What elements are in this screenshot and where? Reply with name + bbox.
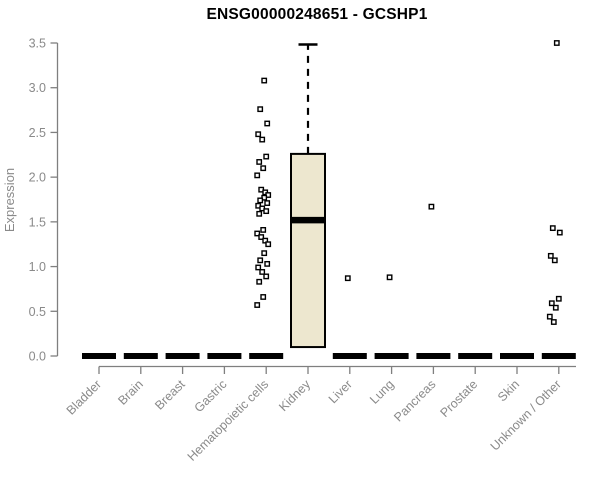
y-tick-label: 2.0 [29, 171, 46, 185]
box-kidney [290, 152, 326, 349]
axes [50, 42, 576, 374]
outlier-point-hematopoietic-cells [265, 241, 272, 248]
x-tick-label-liver: Liver [326, 377, 355, 406]
outlier-point-unknown-other [555, 295, 562, 302]
outlier-point-hematopoietic-cells [256, 210, 263, 217]
outlier-point-hematopoietic-cells [261, 250, 268, 257]
outlier-point-hematopoietic-cells [263, 208, 270, 215]
zero-median-bar-unknown-other [541, 353, 576, 359]
outlier-point-hematopoietic-cells [262, 237, 269, 244]
outlier-point-pancreas [428, 203, 435, 210]
outlier-point-unknown-other [556, 229, 563, 236]
outlier-point-hematopoietic-cells [254, 302, 261, 308]
zero-median-bar-lung [374, 353, 409, 359]
zero-median-bar-bladder [82, 353, 116, 359]
outlier-point-hematopoietic-cells [263, 153, 270, 160]
outlier-point-unknown-other [548, 300, 555, 307]
outlier-point-hematopoietic-cells [260, 165, 267, 172]
y-tick-label: 2.5 [29, 126, 46, 140]
outlier-point-lung [386, 274, 393, 281]
outlier-point-hematopoietic-cells [254, 172, 261, 179]
x-tick-label-breast: Breast [152, 377, 188, 413]
y-tick-labels: 0.0 0.5 1.0 1.5 2.0 2.5 3.0 3.5 [29, 37, 46, 364]
outlier-point-hematopoietic-cells [264, 120, 271, 127]
outlier-point-hematopoietic-cells [260, 227, 267, 233]
outlier-point-hematopoietic-cells [255, 264, 262, 271]
x-tick-label-kidney: Kidney [276, 377, 313, 414]
outlier-point-hematopoietic-cells [257, 106, 264, 113]
outlier-point-hematopoietic-cells [258, 234, 265, 240]
outlier-points [254, 40, 563, 325]
zero-median-bar-hematopoietic-cells [249, 353, 284, 359]
outlier-point-hematopoietic-cells [260, 294, 267, 300]
outlier-point-hematopoietic-cells [263, 273, 270, 280]
x-tick-label-bladder: Bladder [64, 377, 104, 417]
zero-median-bar-gastric [207, 353, 242, 359]
outlier-point-unknown-other [550, 319, 557, 325]
outlier-point-unknown-other [551, 257, 558, 264]
outlier-point-hematopoietic-cells [257, 197, 264, 204]
zero-median-bar-skin [500, 353, 534, 359]
x-tick-label-lung: Lung [367, 377, 397, 407]
zero-median-bar-prostate [458, 353, 493, 359]
y-axis-label: Expression [2, 168, 17, 232]
outlier-point-hematopoietic-cells [261, 77, 268, 84]
x-tick-label-pancreas: Pancreas [391, 377, 438, 424]
outlier-point-hematopoietic-cells [254, 230, 261, 237]
x-tick-label-skin: Skin [495, 377, 522, 404]
chart-title: ENSG00000248651 - GCSHP1 [206, 6, 427, 23]
x-tick-label-unknown-other: Unknown / Other [488, 377, 564, 453]
x-tick-label-gastric: Gastric [192, 377, 230, 415]
zero-median-bar-liver [332, 353, 367, 359]
outlier-point-unknown-other [549, 225, 556, 232]
outlier-point-hematopoietic-cells [255, 131, 262, 138]
y-tick-label: 0.5 [29, 305, 46, 319]
outlier-point-hematopoietic-cells [259, 269, 266, 275]
y-tick-label: 1.5 [29, 215, 46, 229]
outlier-point-hematopoietic-cells [259, 136, 266, 143]
outlier-point-unknown-other [547, 252, 554, 259]
outlier-point-unknown-other [546, 313, 553, 320]
zero-median-bar-breast [165, 353, 200, 359]
outlier-point-hematopoietic-cells [264, 260, 271, 267]
y-tick-label: 3.0 [29, 81, 46, 95]
outlier-point-hematopoietic-cells [264, 200, 271, 206]
outlier-point-unknown-other [552, 304, 559, 311]
x-tick-label-brain: Brain [115, 377, 146, 408]
outlier-point-hematopoietic-cells [257, 257, 264, 264]
outlier-point-hematopoietic-cells [256, 159, 263, 165]
outlier-point-liver [344, 275, 351, 282]
outlier-point-hematopoietic-cells [256, 278, 263, 285]
zero-median-bar-brain [123, 353, 158, 359]
outlier-point-unknown-other [553, 40, 560, 46]
y-tick-label: 1.0 [29, 260, 46, 274]
y-tick-label: 3.5 [29, 37, 46, 51]
x-tick-label-prostate: Prostate [437, 377, 480, 420]
y-tick-label: 0.0 [29, 350, 46, 364]
box-series [82, 43, 576, 359]
x-tick-label-hematopoietic-cells: Hematopoietic cells [185, 377, 272, 464]
zero-median-bar-pancreas [416, 353, 451, 359]
